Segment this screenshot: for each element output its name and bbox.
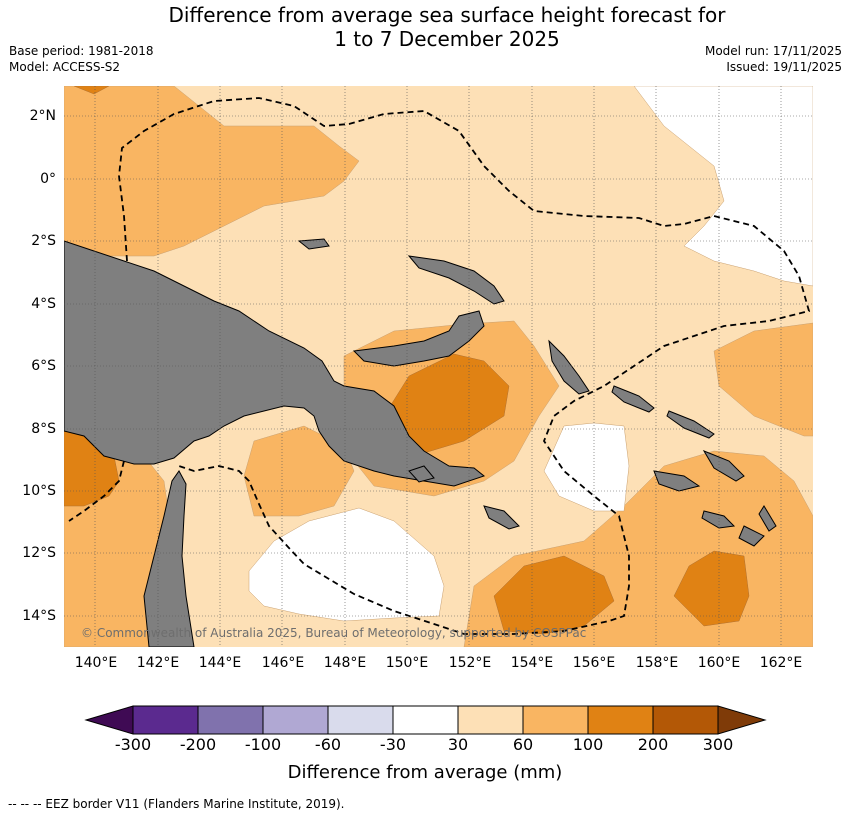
- eez-border-west: [68, 460, 125, 522]
- colorbar-swatch-9: [652, 705, 719, 735]
- lon-label-154e: 154°E: [510, 655, 554, 671]
- colorbar-swatch-7: [522, 705, 589, 735]
- anomaly-100-200-region-north: [73, 86, 110, 95]
- anomaly-60-100-region-north: [64, 86, 360, 257]
- vanuatu-islands: [758, 505, 777, 532]
- colorbar-swatch-6: [457, 705, 524, 735]
- lat-label-14s: 14°S: [22, 608, 56, 624]
- model-run: Model run: 17/11/2025: [704, 44, 842, 58]
- anomaly-neutral-region-center-east: [543, 422, 630, 512]
- lon-label-158e: 158°E: [635, 655, 679, 671]
- colorbar-swatch-4: [327, 705, 394, 735]
- lat-label-10s: 10°S: [22, 483, 56, 499]
- colorbar-swatch-3: [262, 705, 329, 735]
- louisiade-islands: [483, 505, 520, 530]
- copyright-credit: © Commonwealth of Australia 2025, Bureau…: [81, 626, 587, 640]
- colorbar-tick-1: -300: [114, 735, 152, 754]
- lon-label-160e: 160°E: [697, 655, 741, 671]
- lon-label-152e: 152°E: [448, 655, 492, 671]
- lat-label-0: 0°: [40, 171, 56, 187]
- guadalcanal-island: [653, 470, 701, 492]
- eez-legend-note: -- -- -- EEZ border V11 (Flanders Marine…: [8, 797, 345, 811]
- lon-label-146e: 146°E: [261, 655, 305, 671]
- lon-label-142e: 142°E: [136, 655, 180, 671]
- meta-right: Model run: 17/11/2025 Issued: 19/11/2025: [705, 43, 842, 75]
- colorbar-tick-10: 300: [702, 735, 734, 754]
- colorbar-swatch-8: [587, 705, 654, 735]
- graticule: [64, 86, 813, 647]
- cape-york-landmass: [143, 470, 195, 647]
- lat-label-4s: 4°S: [31, 296, 56, 312]
- anomaly-neutral-region-south: [248, 507, 445, 622]
- title-line-1: Difference from average sea surface heig…: [168, 3, 726, 27]
- colorbar-tick-2: -200: [179, 735, 217, 754]
- anomaly-60-100-region-south-central: [243, 425, 355, 517]
- title-line-2: 1 to 7 December 2025: [334, 27, 560, 51]
- map-panel[interactable]: [64, 86, 813, 647]
- colorbar-tick-4: -60: [314, 735, 342, 754]
- bougainville-island: [548, 339, 590, 395]
- colorbar-label: Difference from average (mm): [287, 762, 563, 783]
- lon-label-144e: 144°E: [198, 655, 242, 671]
- lat-label-6s: 6°S: [31, 358, 56, 374]
- colorbar: [84, 705, 767, 735]
- colorbar-tick-9: 200: [637, 735, 669, 754]
- lon-label-140e: 140°E: [74, 655, 118, 671]
- lat-label-8s: 8°S: [31, 421, 56, 437]
- anomaly-60-100-region-east: [713, 322, 813, 437]
- lon-label-156e: 156°E: [572, 655, 616, 671]
- santa-isabel-island: [666, 410, 715, 439]
- lat-label-12s: 12°S: [22, 545, 56, 561]
- meta-left: Base period: 1981-2018 Model: ACCESS-S2: [9, 43, 154, 75]
- colorbar-arrow-left: [84, 705, 134, 735]
- manus-island: [297, 238, 330, 250]
- dentrecasteaux-islands: [408, 465, 435, 483]
- lon-label-148e: 148°E: [323, 655, 367, 671]
- malaita-island: [702, 449, 745, 482]
- colorbar-tick-8: 100: [572, 735, 604, 754]
- anomaly-neutral-region-northeast: [633, 86, 813, 287]
- lon-label-162e: 162°E: [759, 655, 803, 671]
- colorbar-tick-6: 30: [447, 735, 469, 754]
- issued-date: Issued: 19/11/2025: [726, 60, 842, 74]
- new-ireland-island: [407, 255, 505, 305]
- choiseul-island: [611, 385, 655, 413]
- colorbar-swatch-2: [197, 705, 264, 735]
- lat-label-2s: 2°S: [31, 233, 56, 249]
- base-period: Base period: 1981-2018: [9, 44, 154, 58]
- makira-island: [701, 510, 736, 529]
- colorbar-tick-5: -30: [379, 735, 407, 754]
- map-title: Difference from average sea surface heig…: [0, 3, 850, 51]
- lat-label-2n: 2°N: [29, 108, 56, 124]
- model-name: Model: ACCESS-S2: [9, 60, 121, 74]
- colorbar-tick-7: 60: [512, 735, 534, 754]
- colorbar-swatch-5: [392, 705, 459, 735]
- lon-label-150e: 150°E: [385, 655, 429, 671]
- colorbar-swatch-1: [132, 705, 199, 735]
- espiritu-santo-island: [738, 525, 765, 547]
- colorbar-arrow-right: [717, 705, 767, 735]
- map-svg: [64, 86, 813, 647]
- anomaly-100-200-region-east: [673, 550, 750, 627]
- colorbar-tick-3: -100: [244, 735, 282, 754]
